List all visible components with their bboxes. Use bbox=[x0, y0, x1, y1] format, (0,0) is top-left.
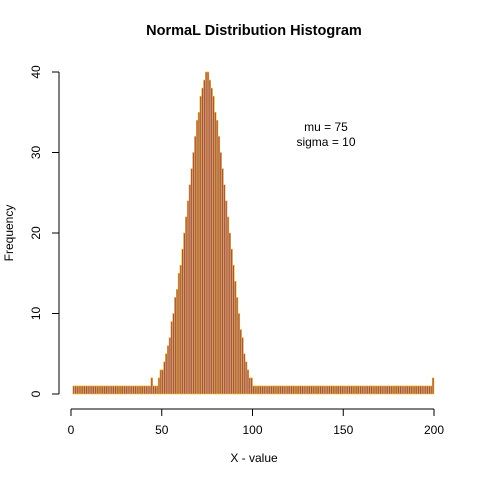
y-axis-label: Frequency bbox=[2, 205, 16, 262]
x-axis: 0 50 100 150 200 bbox=[68, 408, 444, 437]
x-tick-label: 200 bbox=[424, 423, 444, 437]
y-tick-label: 10 bbox=[29, 307, 43, 321]
y-tick-label: 40 bbox=[29, 65, 43, 79]
bars-layer bbox=[72, 71, 435, 395]
chart-title: NormaL Distribution Histogram bbox=[146, 23, 362, 39]
x-tick-label: 50 bbox=[155, 423, 169, 437]
x-axis-label: X - value bbox=[230, 451, 278, 465]
annotation-sigma: sigma = 10 bbox=[296, 135, 355, 149]
annotation-mu: mu = 75 bbox=[304, 120, 348, 134]
y-tick-label: 0 bbox=[29, 390, 43, 397]
y-tick-label: 30 bbox=[29, 146, 43, 160]
x-tick-label: 100 bbox=[242, 423, 262, 437]
x-tick-label: 0 bbox=[68, 423, 75, 437]
y-tick-label: 20 bbox=[29, 226, 43, 240]
histogram-bar bbox=[431, 377, 435, 395]
x-tick-label: 150 bbox=[333, 423, 353, 437]
y-axis: 0 10 20 30 40 bbox=[29, 65, 60, 397]
